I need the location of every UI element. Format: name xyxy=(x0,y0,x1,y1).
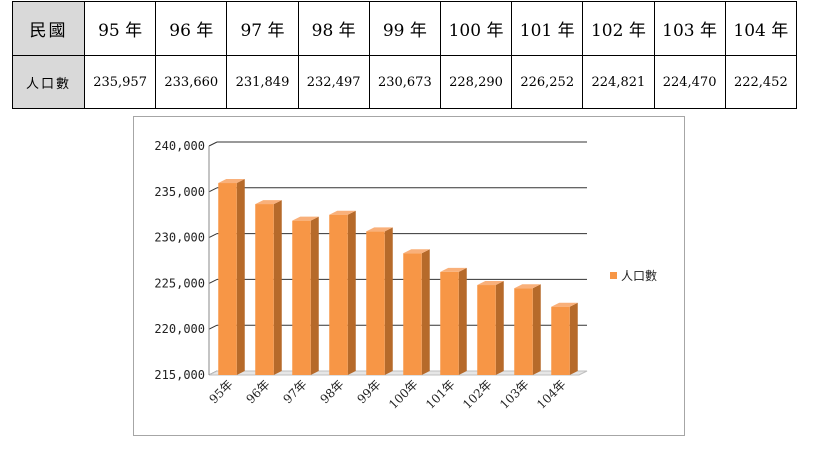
x-tick-label: 104年 xyxy=(534,377,569,412)
year-row-header: 民國 xyxy=(12,1,85,56)
x-tick-label: 99年 xyxy=(354,377,383,406)
x-tick-label: 100年 xyxy=(386,377,421,412)
year-cell: 103 年 xyxy=(653,1,726,56)
gridline-side xyxy=(208,141,218,147)
bar-side xyxy=(495,281,504,375)
y-tick-label: 215,000 xyxy=(154,368,205,382)
table-header-row: 民國 95 年 96 年 97 年 98 年 99 年 100 年 101 年 … xyxy=(12,1,798,56)
year-cell: 100 年 xyxy=(439,1,513,56)
x-tick-label: 102年 xyxy=(460,377,495,412)
year-cell: 102 年 xyxy=(582,1,655,56)
bar-top xyxy=(551,302,578,307)
bar-top xyxy=(440,267,467,272)
population-cell: 235,957 xyxy=(83,55,157,109)
gridline-side xyxy=(208,324,218,330)
bar xyxy=(292,220,311,375)
bar xyxy=(403,253,422,375)
y-tick-label: 220,000 xyxy=(154,322,205,336)
population-row-header: 人口數 xyxy=(12,55,85,109)
y-tick-label: 230,000 xyxy=(154,231,205,245)
population-cell: 233,660 xyxy=(155,55,228,109)
population-cell: 224,470 xyxy=(653,55,726,109)
bar-side xyxy=(236,179,245,375)
bar xyxy=(255,204,274,375)
legend-label: 人口數 xyxy=(621,269,657,283)
bar-side xyxy=(458,267,467,375)
bar-side xyxy=(384,227,393,375)
x-tick-label: 96年 xyxy=(243,377,272,406)
bar-side xyxy=(347,210,356,375)
y-tick-label: 235,000 xyxy=(154,185,205,199)
population-cell: 231,849 xyxy=(226,55,299,109)
gridline-side xyxy=(208,278,218,284)
population-cell: 230,673 xyxy=(368,55,441,109)
bar-side xyxy=(532,284,541,375)
bar-top xyxy=(514,284,541,289)
year-cell: 101 年 xyxy=(511,1,584,56)
x-tick-label: 98年 xyxy=(317,377,346,406)
bar-side xyxy=(421,249,430,375)
bar-top xyxy=(366,227,393,232)
chart-frame: 215,000 220,000 225,000 230,000 235,000 240,0… xyxy=(133,116,685,436)
bar xyxy=(514,288,533,375)
bar-top xyxy=(255,200,282,205)
year-cell: 97 年 xyxy=(226,1,299,56)
bar xyxy=(366,231,385,375)
bar-top xyxy=(292,216,319,221)
bar xyxy=(218,183,237,375)
bar xyxy=(477,285,496,375)
bar-top xyxy=(403,249,430,254)
bar-side xyxy=(310,216,319,375)
x-tick-label: 95年 xyxy=(206,377,235,406)
bar xyxy=(440,271,459,375)
population-bar-chart: 215,000 220,000 225,000 230,000 235,000 240,0… xyxy=(154,139,657,412)
year-cell: 99 年 xyxy=(368,1,441,56)
bar-side xyxy=(569,302,578,375)
y-tick-label: 225,000 xyxy=(154,276,205,290)
gridline-side xyxy=(208,187,218,193)
x-tick-label: 103年 xyxy=(497,377,532,412)
population-cell: 226,252 xyxy=(511,55,584,109)
y-tick-label: 240,000 xyxy=(154,139,205,153)
year-cell: 104 年 xyxy=(724,1,798,56)
bar-side xyxy=(273,200,282,375)
population-cell: 232,497 xyxy=(297,55,370,109)
year-cell: 95 年 xyxy=(83,1,157,56)
population-cell: 228,290 xyxy=(439,55,513,109)
gridline-side xyxy=(208,233,218,239)
year-cell: 98 年 xyxy=(297,1,370,56)
year-cell: 96 年 xyxy=(155,1,228,56)
bar xyxy=(551,306,570,375)
bar xyxy=(329,214,348,375)
population-cell: 224,821 xyxy=(582,55,655,109)
x-tick-label: 97年 xyxy=(280,377,309,406)
legend-swatch xyxy=(610,272,617,279)
bar-top xyxy=(477,281,504,286)
population-cell: 222,452 xyxy=(724,55,798,109)
bar-top xyxy=(218,179,245,184)
x-tick-label: 101年 xyxy=(423,377,458,412)
table-value-row: 人口數 235,957 233,660 231,849 232,497 230,… xyxy=(12,55,798,109)
bar-top xyxy=(329,210,356,215)
population-table: 民國 95 年 96 年 97 年 98 年 99 年 100 年 101 年 … xyxy=(12,1,798,109)
